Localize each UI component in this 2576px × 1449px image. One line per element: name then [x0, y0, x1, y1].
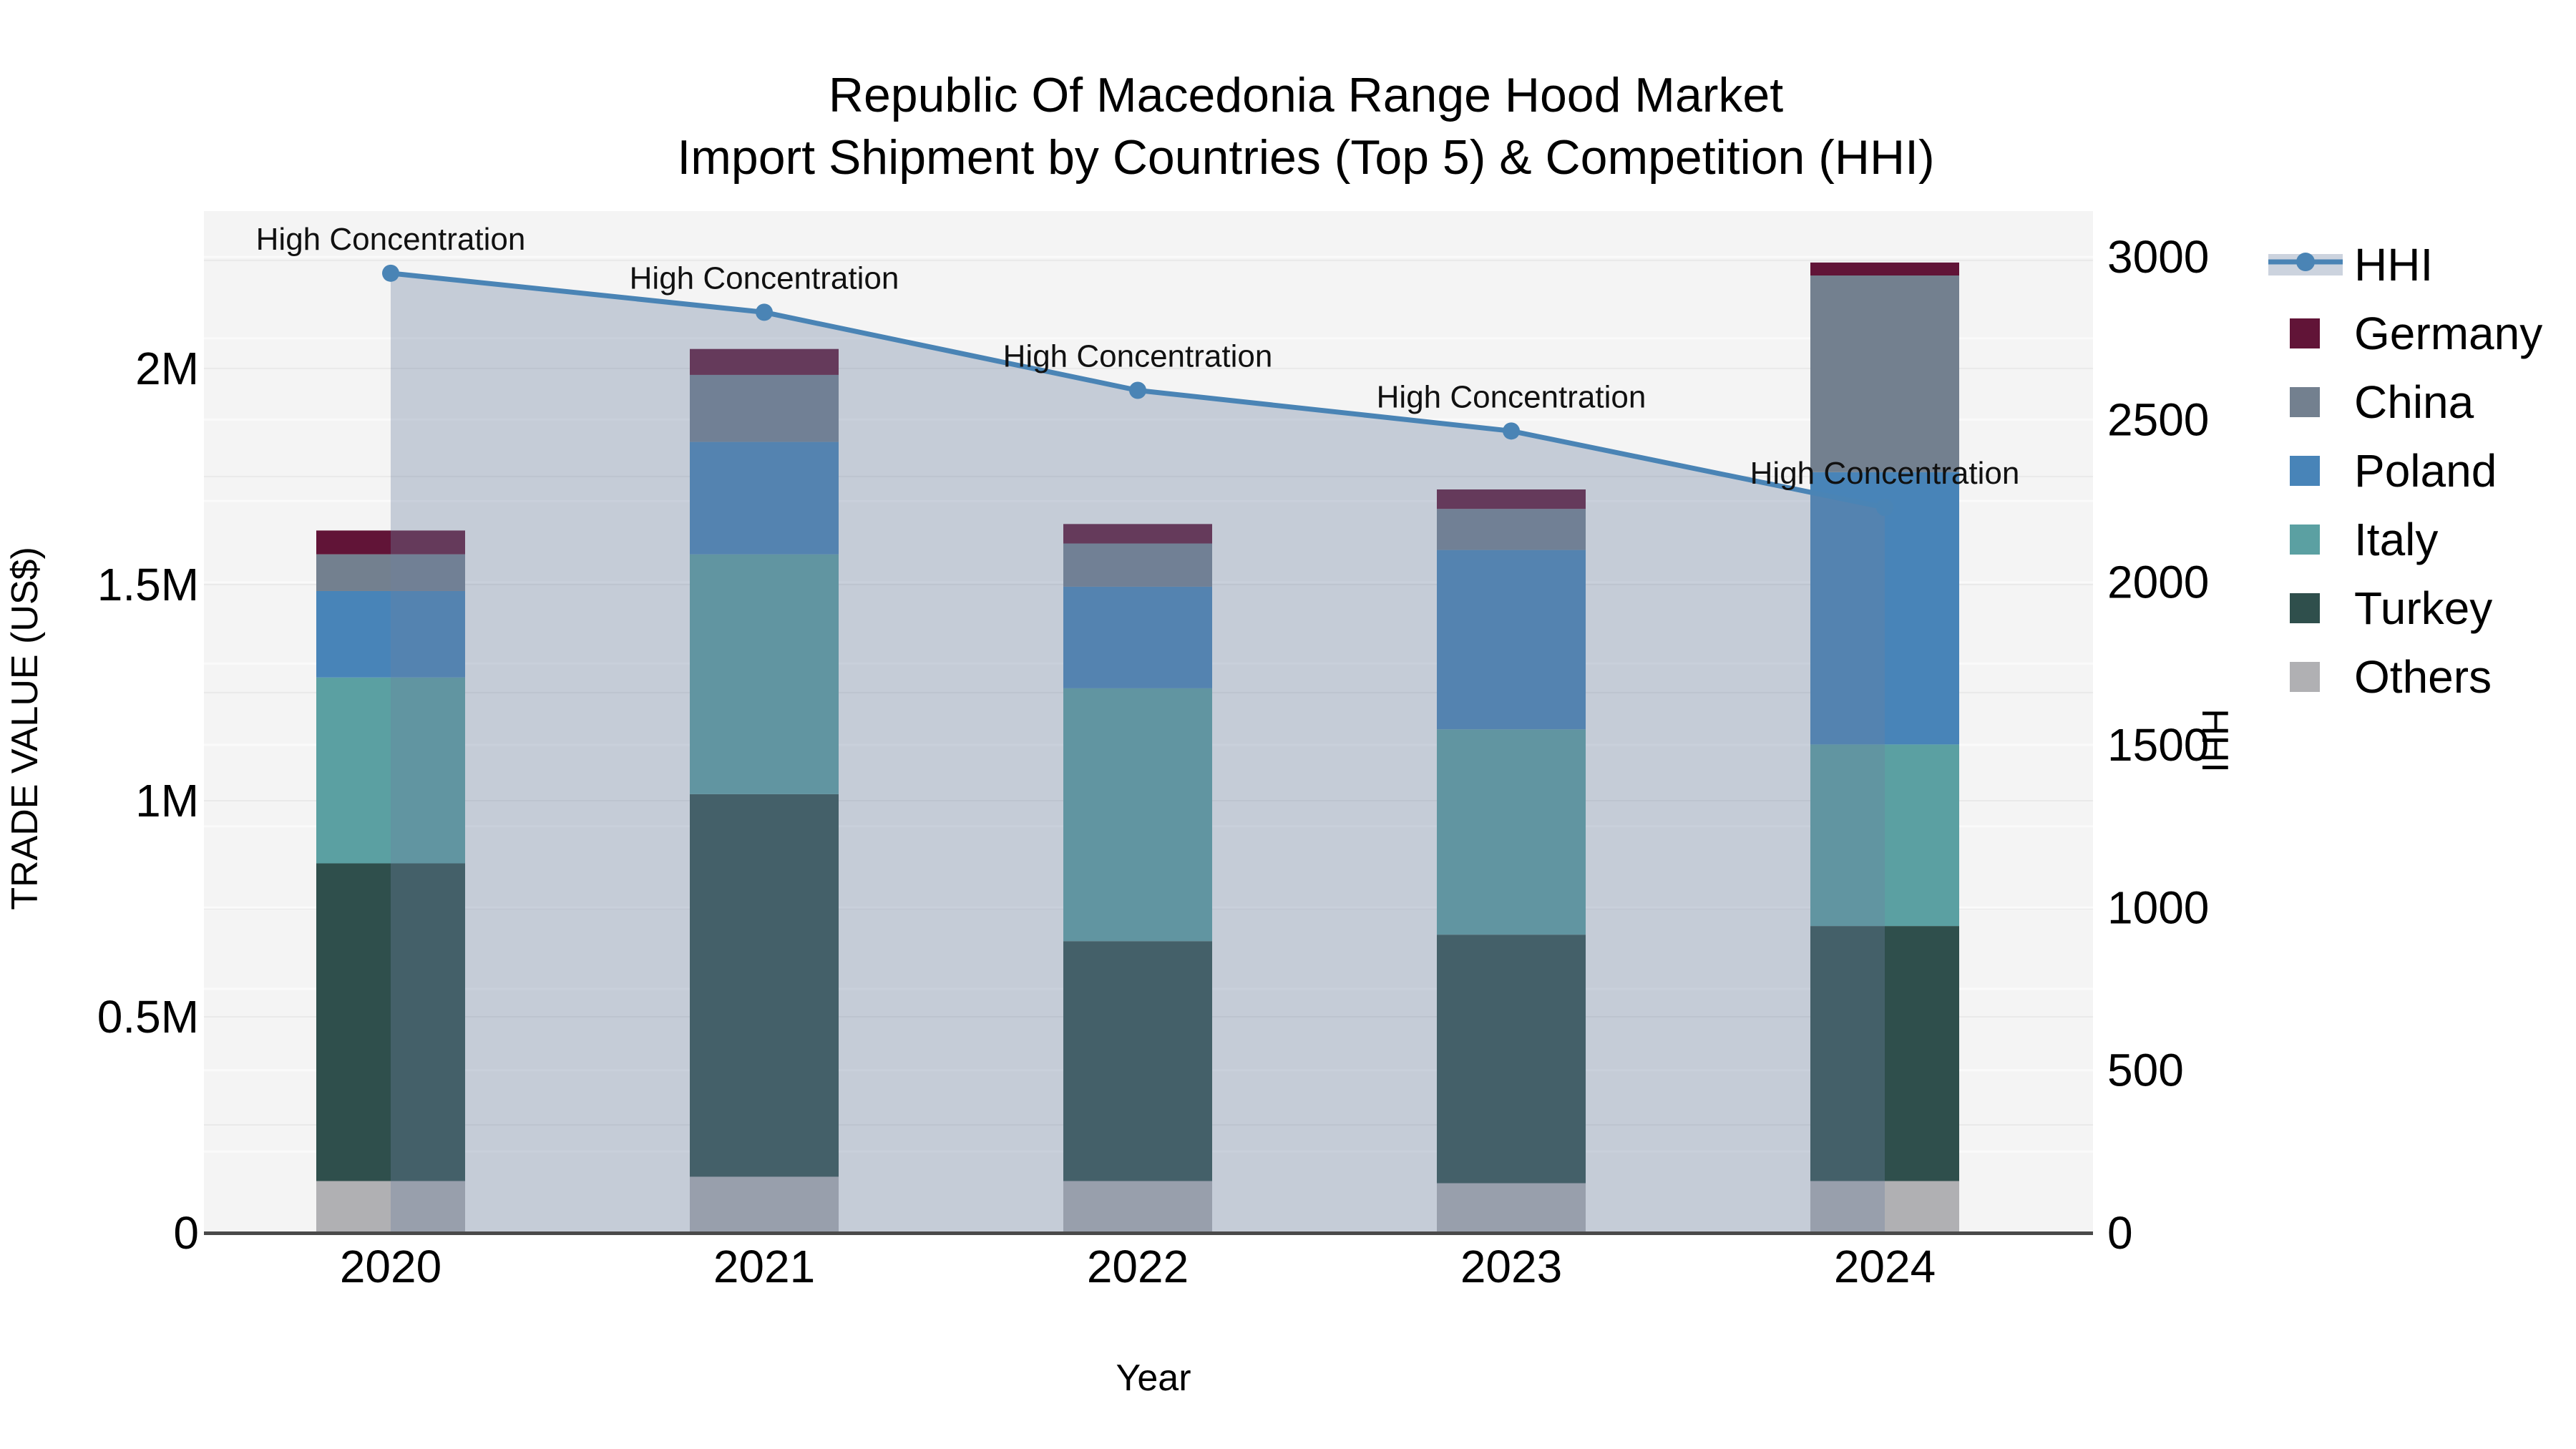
legend-swatch-turkey	[2290, 593, 2320, 623]
y-tick-label-left: 1.5M	[97, 559, 199, 610]
legend-item-others: Others	[2290, 651, 2492, 703]
hhi-marker	[1503, 422, 1520, 440]
bar-segment-germany	[690, 348, 839, 375]
hhi-marker	[756, 303, 773, 321]
bar-segment-turkey	[1437, 935, 1586, 1184]
hhi-marker	[1876, 499, 1893, 517]
bar-segment-china	[1810, 275, 1959, 472]
hhi-annotation: High Concentration	[1377, 379, 1646, 414]
legend-item-germany: Germany	[2290, 308, 2542, 359]
bar-segment-others	[690, 1176, 839, 1233]
bar-segment-italy	[690, 554, 839, 794]
hhi-annotation: High Concentration	[1003, 339, 1273, 374]
legend-item-italy: Italy	[2290, 514, 2438, 565]
x-tick-label: 2021	[713, 1241, 815, 1292]
legend-item-china: China	[2290, 376, 2474, 428]
y-axis-title-left: TRADE VALUE (US$)	[4, 547, 46, 910]
x-tick-label: 2020	[340, 1241, 441, 1292]
y-tick-label-left: 0.5M	[97, 991, 199, 1043]
bar-segment-poland	[316, 590, 465, 678]
y-tick-label-left: 0	[173, 1207, 199, 1259]
bar-segment-turkey	[1810, 926, 1959, 1181]
legend-swatch-china	[2290, 387, 2320, 417]
legend-label-turkey: Turkey	[2354, 582, 2492, 634]
y-tick-label-right: 500	[2107, 1045, 2184, 1096]
legend-swatch-others	[2290, 662, 2320, 692]
legend-label-others: Others	[2354, 651, 2492, 703]
bar-segment-poland	[1437, 550, 1586, 730]
hhi-annotation: High Concentration	[630, 260, 899, 296]
bar-segment-china	[316, 554, 465, 591]
legend-label-italy: Italy	[2354, 514, 2438, 565]
bar-segment-turkey	[316, 863, 465, 1181]
y-tick-label-right: 3000	[2107, 231, 2209, 283]
bar-segment-china	[1437, 509, 1586, 550]
x-axis-line	[204, 1231, 2093, 1235]
bar-segment-germany	[316, 530, 465, 555]
bar-segment-italy	[1810, 744, 1959, 927]
bar-segment-germany	[1063, 524, 1212, 544]
chart-graphics: High Concentration High Concentration High…	[97, 211, 2542, 1292]
legend-swatch-italy	[2290, 525, 2320, 555]
bar-segment-germany	[1810, 262, 1959, 276]
bar-segment-turkey	[690, 794, 839, 1177]
y-tick-label-right: 2500	[2107, 394, 2209, 445]
x-tick-label: 2023	[1460, 1241, 1562, 1292]
legend-swatch-hhi-marker	[2296, 253, 2315, 271]
legend-item-hhi: HHI	[2268, 239, 2433, 291]
y-tick-label-left: 1M	[135, 775, 199, 826]
legend-label-china: China	[2354, 376, 2474, 428]
y-tick-label-right: 1000	[2107, 882, 2209, 933]
legend: HHI Germany China Poland Italy Turkey Others	[2268, 239, 2542, 703]
x-tick-label: 2024	[1834, 1241, 1936, 1292]
hhi-annotation: High Concentration	[1750, 456, 2020, 491]
bar-segment-turkey	[1063, 941, 1212, 1181]
legend-item-poland: Poland	[2290, 445, 2497, 497]
bar-segment-poland	[690, 441, 839, 555]
y-tick-label-left: 2M	[135, 343, 199, 394]
bar-segment-china	[1063, 543, 1212, 587]
y-tick-label-right: 0	[2107, 1207, 2133, 1259]
bar-segment-china	[690, 374, 839, 442]
bar-segment-others	[1810, 1181, 1959, 1233]
legend-item-turkey: Turkey	[2290, 582, 2492, 634]
y-axis-title-right: HHI	[2194, 708, 2235, 773]
bar-segment-poland	[1063, 586, 1212, 688]
chart-subtitle: Import Shipment by Countries (Top 5) & C…	[677, 130, 1934, 185]
bar-segment-poland	[1810, 472, 1959, 745]
hhi-marker	[1129, 381, 1146, 399]
legend-swatch-poland	[2290, 456, 2320, 486]
y-tick-label-right: 2000	[2107, 557, 2209, 608]
x-tick-label: 2022	[1087, 1241, 1189, 1292]
bar-segment-others	[316, 1181, 465, 1233]
bar-segment-italy	[1437, 729, 1586, 935]
y-tick-label-right: 1500	[2107, 719, 2209, 771]
hhi-marker	[382, 264, 399, 282]
legend-label-poland: Poland	[2354, 445, 2497, 497]
bar-segment-others	[1063, 1181, 1212, 1233]
bar-segment-italy	[316, 677, 465, 864]
hhi-annotation: High Concentration	[256, 222, 526, 257]
bar-segment-germany	[1437, 489, 1586, 509]
bar-segment-italy	[1063, 688, 1212, 942]
hhi-area-fill	[391, 273, 1885, 1234]
legend-label-germany: Germany	[2354, 308, 2542, 359]
chart-title: Republic Of Macedonia Range Hood Market	[829, 68, 1783, 122]
bar-segment-others	[1437, 1183, 1586, 1233]
legend-label-hhi: HHI	[2354, 239, 2433, 291]
x-axis-title: Year	[1116, 1357, 1191, 1399]
legend-swatch-germany	[2290, 318, 2320, 348]
